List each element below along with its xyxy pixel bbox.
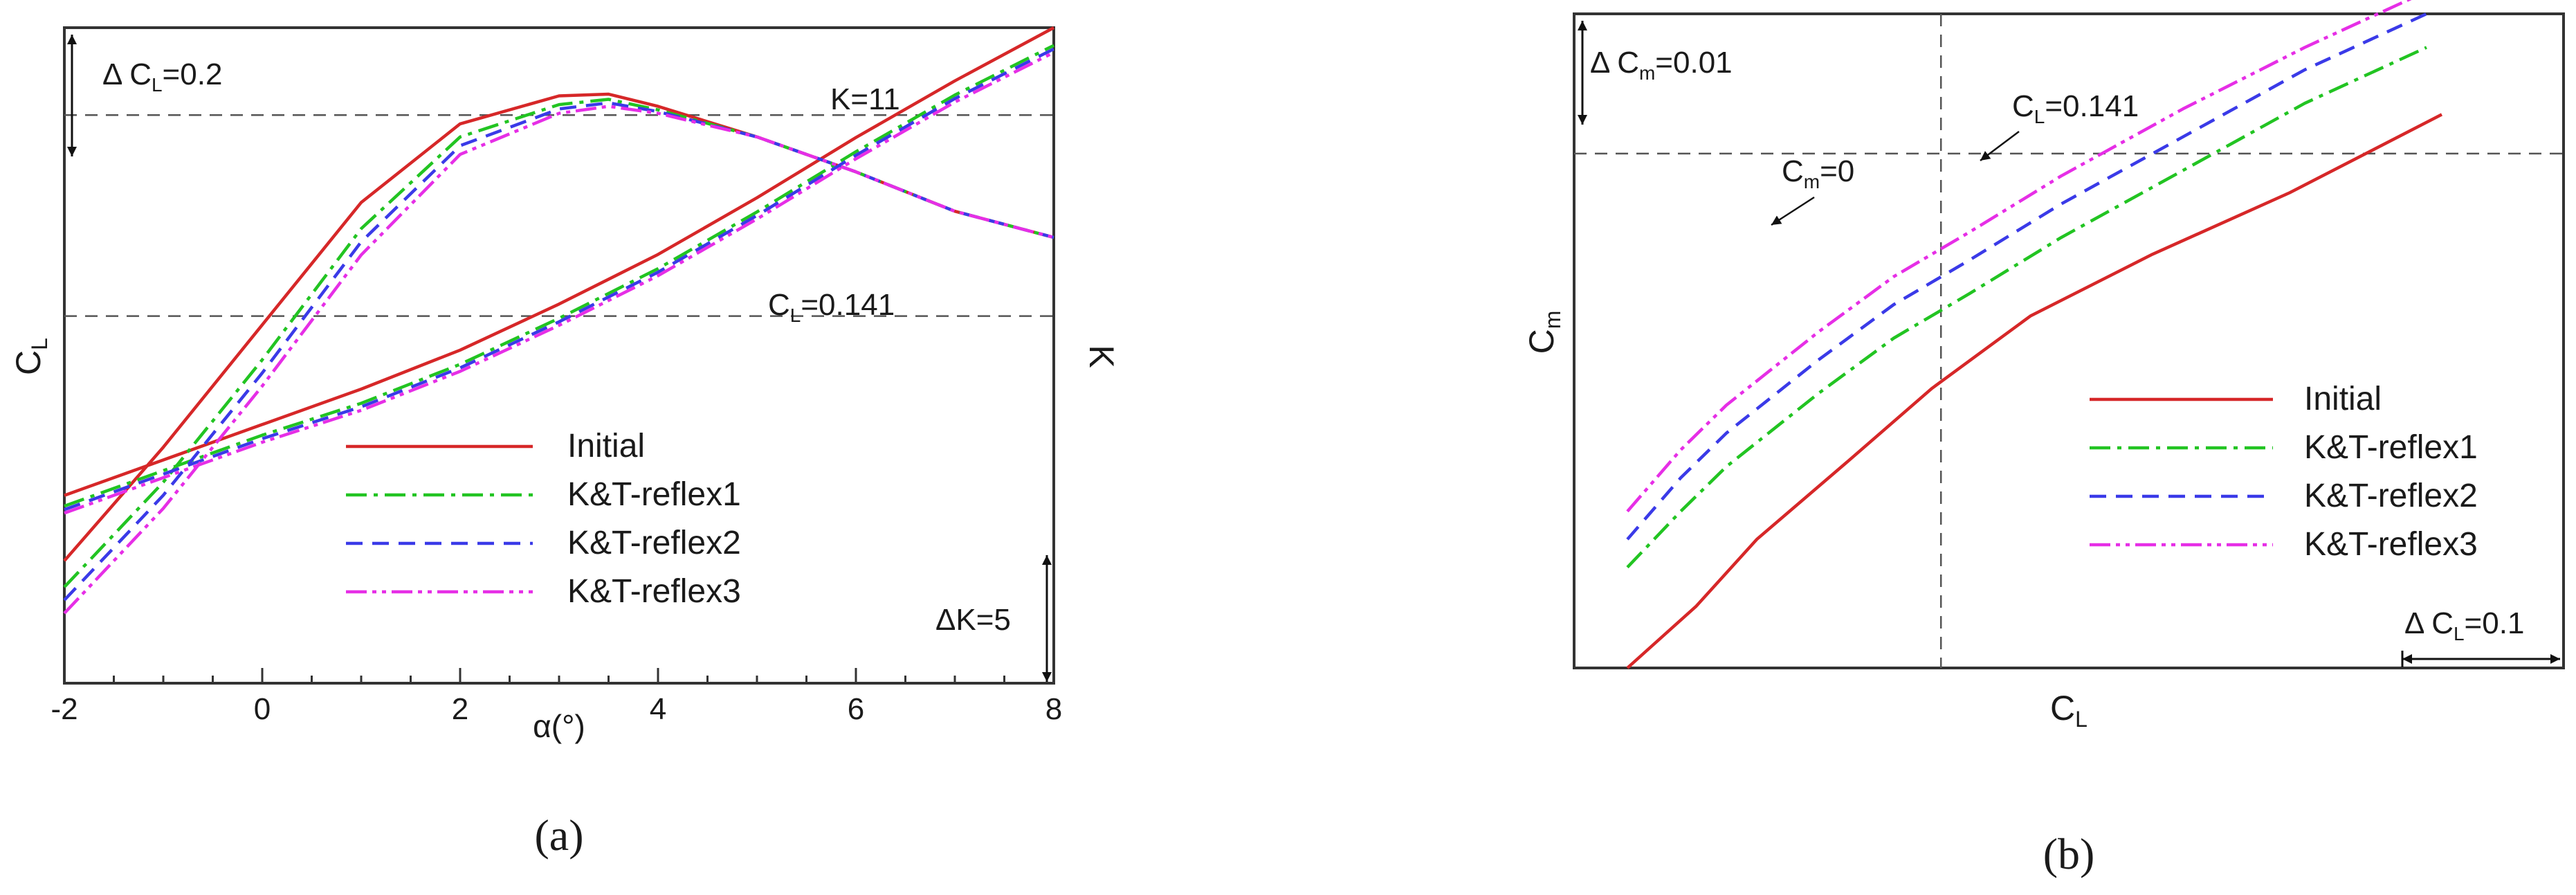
legend-label-reflex2-b: K&T-reflex2 xyxy=(2304,478,2478,514)
legend-a: Initial K&T-reflex1 K&T-reflex2 K&T-refl… xyxy=(346,428,741,610)
series-cm-k-t-reflex3 xyxy=(1626,0,2412,513)
series-cm-k-t-reflex1 xyxy=(1626,46,2427,569)
reference-lines-b xyxy=(1574,14,2564,668)
plot-frame-b xyxy=(1573,12,2565,669)
legend-label-reflex3-b: K&T-reflex3 xyxy=(2304,526,2478,563)
legend-label-initial-b: Initial xyxy=(2304,381,2382,417)
legend-label-reflex1-a: K&T-reflex1 xyxy=(567,476,741,513)
x-tick-label: 8 xyxy=(1045,692,1062,726)
legend-label-reflex1-b: K&T-reflex1 xyxy=(2304,429,2478,466)
scale-label-delta-k: ΔK=5 xyxy=(935,603,1011,637)
series-lines-b xyxy=(1626,0,2443,669)
legend-label-reflex3-a: K&T-reflex3 xyxy=(567,573,741,610)
series-cl-k-t-reflex3 xyxy=(63,105,1054,615)
scale-label-delta-cl-a: Δ CL=0.2 xyxy=(102,57,222,96)
y-axis-title-left-a: CL xyxy=(9,338,52,375)
y-axis-title-right-a: K xyxy=(1082,345,1121,368)
ref-label-k11: K=11 xyxy=(830,82,900,116)
scale-label-delta-cl-b: Δ CL=0.1 xyxy=(2404,606,2524,644)
reference-lines-a xyxy=(64,114,1054,317)
legend-b: Initial K&T-reflex1 K&T-reflex2 K&T-refl… xyxy=(2090,381,2478,563)
panel-b: Cm=0 CL=0.141 Δ Cm=0.01 Δ CL=0.1 CL Cm I… xyxy=(1522,0,2565,878)
ref-label-cm0: Cm=0 xyxy=(1782,154,1854,192)
x-axis-title-a: α(°) xyxy=(533,708,585,744)
series-k-k-t-reflex2 xyxy=(64,47,1055,512)
legend-label-initial-a: Initial xyxy=(567,428,645,464)
series-cl-initial xyxy=(63,92,1054,562)
series-k-initial xyxy=(64,26,1055,497)
ref-label-cl-a: CL=0.141 xyxy=(768,288,895,326)
legend-swatches-b xyxy=(2090,397,2273,547)
series-k-k-t-reflex3 xyxy=(64,51,1055,515)
x-tick-label: 2 xyxy=(452,692,468,726)
x-axis-title-b: CL xyxy=(2050,689,2088,732)
legend-label-reflex2-a: K&T-reflex2 xyxy=(567,525,741,561)
series-cm-initial xyxy=(1626,113,2443,669)
scale-label-delta-cm: Δ Cm=0.01 xyxy=(1590,46,1733,84)
series-cl-k-t-reflex1 xyxy=(63,98,1054,588)
y-axis-title-b: Cm xyxy=(1522,311,1565,354)
x-tick-label: -2 xyxy=(51,692,77,726)
series-cl-k-t-reflex2 xyxy=(63,101,1054,602)
ref-label-cl-b: CL=0.141 xyxy=(2012,89,2139,127)
panel-a: -2 0 2 4 6 8 K=11 CL=0.141 Δ CL=0.2 ΔK=5 α(°)… xyxy=(9,26,1121,860)
caption-b: (b) xyxy=(2043,829,2095,878)
pointer-arrow-cm0 xyxy=(1771,196,1815,226)
series-cm-k-t-reflex2 xyxy=(1626,12,2427,541)
x-tick-label: 4 xyxy=(650,692,666,726)
pointer-arrow-cl-b xyxy=(1980,131,2020,161)
series-k-k-t-reflex1 xyxy=(64,44,1055,508)
x-tick-labels-a: -2 0 2 4 6 8 xyxy=(51,692,1062,726)
caption-a: (a) xyxy=(534,811,583,860)
series-lines-a xyxy=(63,26,1055,615)
x-tick-marks-a xyxy=(63,668,1055,683)
x-tick-label: 0 xyxy=(254,692,271,726)
legend-swatches-a xyxy=(346,444,533,594)
x-tick-label: 6 xyxy=(848,692,864,726)
